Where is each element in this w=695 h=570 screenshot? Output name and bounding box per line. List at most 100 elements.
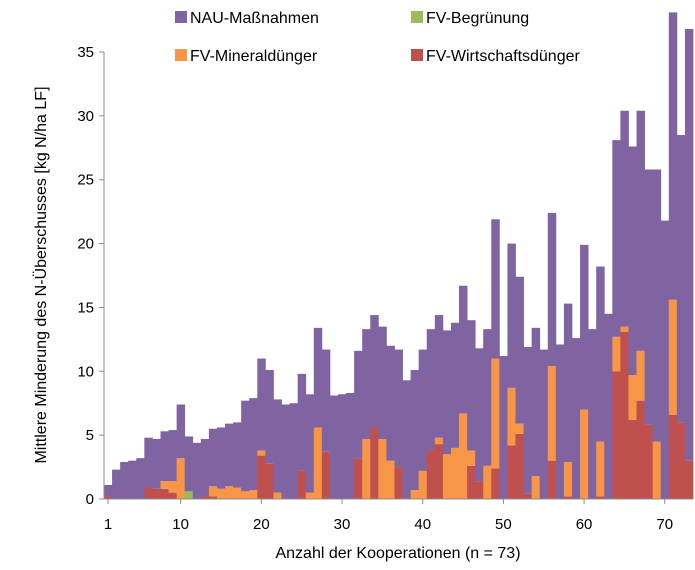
bar-segment-fv-mineralduenger-20 bbox=[257, 450, 266, 456]
bar-segment-fv-mineralduenger-65 bbox=[620, 326, 629, 332]
bar-segment-nau-massnahmen-20 bbox=[257, 358, 266, 451]
bar-segment-nau-massnahmen-55 bbox=[539, 349, 549, 499]
bar-segment-nau-massnahmen-73 bbox=[684, 29, 694, 461]
bar-segment-nau-massnahmen-53 bbox=[523, 347, 533, 494]
x-tick-label-70: 70 bbox=[656, 516, 673, 533]
bar-segment-nau-massnahmen-50 bbox=[499, 355, 508, 499]
bar-segment-nau-massnahmen-24 bbox=[289, 403, 299, 499]
bar-segment-fv-mineralduenger-40 bbox=[418, 470, 428, 499]
x-tick-label-10: 10 bbox=[172, 516, 189, 533]
bar-segment-fv-wirtschaftsduenger-65 bbox=[620, 331, 629, 499]
bar-segment-fv-mineralduenger-60 bbox=[580, 409, 589, 499]
bar-segment-fv-wirtschaftsduenger-8 bbox=[160, 488, 169, 499]
bar-segment-nau-massnahmen-16 bbox=[225, 423, 234, 487]
bar-segment-fv-wirtschaftsduenger-58 bbox=[563, 496, 573, 499]
bar-segment-fv-mineralduenger-19 bbox=[249, 490, 258, 499]
bar-segment-nau-massnahmen-14 bbox=[208, 428, 218, 487]
bar-segment-fv-mineralduenger-54 bbox=[531, 476, 541, 499]
bar-segment-fv-mineralduenger-43 bbox=[442, 454, 452, 499]
bar-segment-fv-mineralduenger-35 bbox=[378, 438, 387, 499]
bar-segment-fv-wirtschaftsduenger-73 bbox=[684, 460, 694, 499]
bar-segment-nau-massnahmen-23 bbox=[281, 404, 290, 499]
legend-swatch-fv-wirtschaftsduenger bbox=[411, 49, 423, 61]
bar-segment-nau-massnahmen-10 bbox=[176, 404, 186, 459]
bars-area bbox=[104, 12, 694, 499]
bar-segment-nau-massnahmen-34 bbox=[370, 315, 379, 428]
bar-segment-nau-massnahmen-30 bbox=[337, 394, 347, 499]
legend: NAU-Maßnahmen FV-Begrünung FV-Mineraldünge… bbox=[175, 10, 581, 65]
bar-segment-fv-mineralduenger-18 bbox=[241, 491, 250, 499]
bar-segment-fv-wirtschaftsduenger-62 bbox=[596, 496, 605, 499]
bar-segment-nau-massnahmen-52 bbox=[515, 276, 524, 424]
bar-segment-fv-mineralduenger-26 bbox=[305, 492, 315, 499]
bar-segment-fv-mineralduenger-66 bbox=[628, 375, 637, 420]
bar-segment-fv-mineralduenger-10 bbox=[176, 458, 186, 499]
bar-segment-fv-wirtschaftsduenger-71 bbox=[668, 414, 678, 499]
x-tick-label-50: 50 bbox=[495, 516, 512, 533]
bar-segment-nau-massnahmen-22 bbox=[273, 399, 282, 493]
bar-segment-fv-wirtschaftsduenger-25 bbox=[297, 470, 307, 499]
bar-segment-fv-wirtschaftsduenger-21 bbox=[265, 463, 274, 499]
x-axis-title: Anzahl der Kooperationen (n = 73) bbox=[275, 545, 520, 562]
x-ticks: 1 10 20 30 40 50 60 70 bbox=[104, 499, 673, 533]
bar-segment-fv-wirtschaftsduenger-72 bbox=[676, 422, 686, 499]
bar-segment-nau-massnahmen-25 bbox=[297, 373, 307, 471]
bar-segment-fv-wirtschaftsduenger-52 bbox=[515, 433, 524, 499]
bar-segment-fv-mineralduenger-58 bbox=[563, 461, 573, 497]
bar-segment-fv-mineralduenger-33 bbox=[362, 438, 371, 499]
bar-segment-nau-massnahmen-3 bbox=[120, 461, 129, 499]
bar-segment-nau-massnahmen-6 bbox=[144, 437, 153, 488]
y-tick-label-10: 10 bbox=[77, 363, 94, 380]
bar-segment-nau-massnahmen-59 bbox=[571, 338, 581, 499]
bar-segment-fv-wirtschaftsduenger-13 bbox=[200, 496, 210, 499]
bar-segment-nau-massnahmen-70 bbox=[660, 220, 670, 499]
bar-segment-nau-massnahmen-29 bbox=[329, 395, 339, 499]
bar-segment-nau-massnahmen-27 bbox=[313, 327, 323, 428]
bar-segment-nau-massnahmen-21 bbox=[265, 370, 274, 464]
bar-segment-fv-mineralduenger-9 bbox=[168, 481, 178, 493]
bar-segment-nau-massnahmen-56 bbox=[547, 212, 557, 367]
legend-label-nau-massnahmen: NAU-Maßnahmen bbox=[190, 10, 319, 27]
bar-segment-nau-massnahmen-32 bbox=[354, 350, 363, 459]
bar-segment-nau-massnahmen-7 bbox=[152, 438, 161, 489]
bar-segment-nau-massnahmen-43 bbox=[442, 330, 452, 455]
bar-segment-fv-wirtschaftsduenger-46 bbox=[467, 465, 476, 499]
bar-segment-nau-massnahmen-38 bbox=[402, 380, 411, 499]
y-tick-label-25: 25 bbox=[77, 172, 94, 189]
bar-segment-fv-mineralduenger-67 bbox=[636, 350, 645, 401]
bar-segment-nau-massnahmen-40 bbox=[418, 349, 428, 471]
bar-segment-nau-massnahmen-62 bbox=[596, 266, 605, 442]
bar-segment-fv-wirtschaftsduenger-34 bbox=[370, 427, 379, 499]
legend-swatch-fv-begruenung bbox=[411, 11, 423, 23]
bar-segment-fv-wirtschaftsduenger-28 bbox=[321, 451, 331, 499]
y-tick-label-20: 20 bbox=[77, 236, 94, 253]
bar-segment-nau-massnahmen-12 bbox=[192, 442, 202, 499]
bar-segment-fv-mineralduenger-42 bbox=[434, 437, 444, 445]
bar-segment-nau-massnahmen-9 bbox=[168, 430, 178, 482]
x-tick-label-20: 20 bbox=[253, 516, 270, 533]
bar-segment-fv-wirtschaftsduenger-37 bbox=[394, 467, 403, 499]
y-tick-label-35: 35 bbox=[77, 44, 94, 61]
legend-label-fv-mineralduenger: FV-Mineraldünger bbox=[190, 48, 318, 65]
bar-segment-fv-wirtschaftsduenger-1 bbox=[104, 496, 113, 499]
bar-segment-nau-massnahmen-71 bbox=[668, 12, 678, 300]
bar-segment-nau-massnahmen-46 bbox=[467, 320, 476, 451]
bar-segment-nau-massnahmen-41 bbox=[426, 329, 436, 451]
bar-segment-nau-massnahmen-47 bbox=[475, 348, 484, 482]
bar-segment-fv-mineralduenger-46 bbox=[467, 450, 476, 466]
y-tick-label-15: 15 bbox=[77, 299, 94, 316]
bar-segment-fv-mineralduenger-48 bbox=[483, 465, 492, 499]
bar-segment-fv-mineralduenger-45 bbox=[459, 413, 468, 499]
bar-segment-nau-massnahmen-45 bbox=[459, 285, 468, 414]
bar-segment-fv-mineralduenger-8 bbox=[160, 481, 169, 489]
bar-segment-fv-wirtschaftsduenger-47 bbox=[475, 481, 484, 499]
legend-label-fv-begruenung: FV-Begrünung bbox=[426, 10, 529, 27]
bar-segment-nau-massnahmen-67 bbox=[636, 110, 645, 351]
bar-segment-nau-massnahmen-49 bbox=[491, 219, 500, 359]
bar-segment-nau-massnahmen-15 bbox=[216, 427, 226, 489]
bar-segment-nau-massnahmen-51 bbox=[507, 243, 516, 388]
bar-segment-nau-massnahmen-63 bbox=[604, 313, 613, 499]
bar-segment-nau-massnahmen-13 bbox=[200, 438, 210, 497]
bar-segment-nau-massnahmen-4 bbox=[128, 460, 137, 499]
